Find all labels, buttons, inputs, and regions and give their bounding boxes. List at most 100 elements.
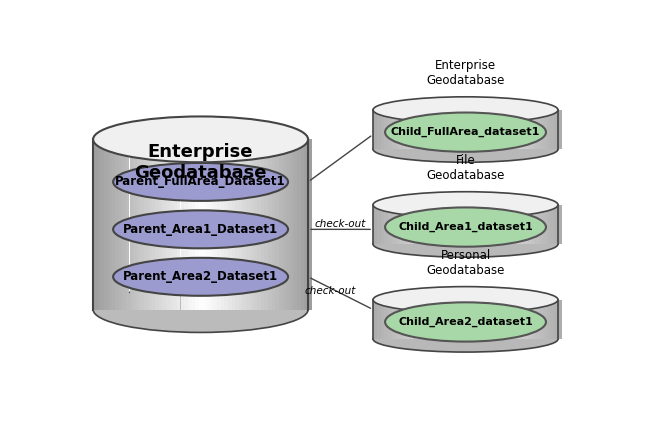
Text: File
Geodatabase: File Geodatabase — [426, 154, 505, 182]
Polygon shape — [388, 110, 392, 149]
Polygon shape — [550, 110, 554, 149]
Polygon shape — [426, 205, 430, 244]
Text: check-out: check-out — [315, 219, 366, 229]
Polygon shape — [297, 139, 301, 309]
Polygon shape — [290, 139, 293, 309]
Polygon shape — [535, 300, 539, 339]
Polygon shape — [373, 300, 377, 339]
Ellipse shape — [373, 136, 558, 162]
Polygon shape — [517, 110, 520, 149]
Polygon shape — [547, 110, 550, 149]
Polygon shape — [445, 300, 448, 339]
Polygon shape — [170, 139, 174, 309]
Polygon shape — [482, 110, 486, 149]
Polygon shape — [468, 300, 471, 339]
Polygon shape — [395, 300, 399, 339]
Polygon shape — [543, 205, 546, 244]
Polygon shape — [268, 139, 272, 309]
Polygon shape — [521, 300, 524, 339]
Polygon shape — [272, 139, 275, 309]
Polygon shape — [430, 205, 433, 244]
Polygon shape — [524, 110, 528, 149]
Polygon shape — [407, 205, 411, 244]
Polygon shape — [239, 139, 243, 309]
Polygon shape — [246, 139, 250, 309]
Ellipse shape — [93, 286, 308, 332]
Polygon shape — [464, 110, 468, 149]
Polygon shape — [524, 205, 528, 244]
Text: Enterprise
Geodatabase: Enterprise Geodatabase — [134, 143, 267, 181]
Ellipse shape — [385, 113, 546, 152]
Polygon shape — [384, 205, 388, 244]
Polygon shape — [388, 300, 392, 339]
Polygon shape — [430, 300, 433, 339]
Polygon shape — [426, 300, 430, 339]
Polygon shape — [513, 205, 517, 244]
Polygon shape — [464, 300, 468, 339]
Polygon shape — [558, 110, 562, 149]
Polygon shape — [195, 139, 199, 309]
Polygon shape — [554, 205, 558, 244]
Polygon shape — [210, 139, 213, 309]
Polygon shape — [415, 110, 418, 149]
Polygon shape — [104, 139, 108, 309]
Polygon shape — [232, 139, 235, 309]
Polygon shape — [137, 139, 141, 309]
Polygon shape — [475, 205, 479, 244]
Polygon shape — [501, 205, 505, 244]
Polygon shape — [123, 139, 126, 309]
Polygon shape — [547, 205, 550, 244]
Ellipse shape — [113, 163, 288, 201]
Polygon shape — [419, 300, 422, 339]
Polygon shape — [308, 139, 312, 309]
Polygon shape — [112, 139, 115, 309]
Polygon shape — [486, 205, 490, 244]
Polygon shape — [286, 139, 290, 309]
Polygon shape — [184, 139, 188, 309]
Polygon shape — [441, 110, 444, 149]
Polygon shape — [445, 205, 448, 244]
Polygon shape — [448, 300, 452, 339]
Polygon shape — [482, 205, 486, 244]
Polygon shape — [430, 110, 433, 149]
Polygon shape — [126, 139, 130, 309]
Polygon shape — [558, 300, 562, 339]
Polygon shape — [407, 110, 411, 149]
Polygon shape — [130, 139, 133, 309]
Polygon shape — [528, 300, 531, 339]
Polygon shape — [403, 205, 407, 244]
Polygon shape — [384, 110, 388, 149]
Text: check-out: check-out — [305, 286, 356, 295]
Polygon shape — [456, 205, 460, 244]
Polygon shape — [497, 205, 501, 244]
Polygon shape — [174, 139, 177, 309]
Ellipse shape — [93, 116, 308, 162]
Polygon shape — [550, 205, 554, 244]
Polygon shape — [115, 139, 119, 309]
Polygon shape — [217, 139, 221, 309]
Polygon shape — [93, 139, 97, 309]
Polygon shape — [377, 205, 381, 244]
Polygon shape — [452, 110, 456, 149]
Polygon shape — [452, 205, 456, 244]
Polygon shape — [509, 110, 513, 149]
Polygon shape — [419, 110, 422, 149]
Polygon shape — [452, 300, 456, 339]
Polygon shape — [411, 205, 415, 244]
Polygon shape — [456, 110, 460, 149]
Polygon shape — [558, 205, 562, 244]
Text: Parent_Area1_Dataset1: Parent_Area1_Dataset1 — [123, 223, 278, 236]
Polygon shape — [377, 110, 381, 149]
Polygon shape — [213, 139, 217, 309]
Ellipse shape — [113, 210, 288, 248]
Polygon shape — [547, 300, 550, 339]
Polygon shape — [399, 300, 403, 339]
Polygon shape — [513, 300, 517, 339]
Polygon shape — [543, 300, 546, 339]
Polygon shape — [490, 205, 494, 244]
Polygon shape — [486, 300, 490, 339]
Polygon shape — [381, 300, 384, 339]
Polygon shape — [415, 300, 418, 339]
Polygon shape — [471, 205, 475, 244]
Polygon shape — [199, 139, 203, 309]
